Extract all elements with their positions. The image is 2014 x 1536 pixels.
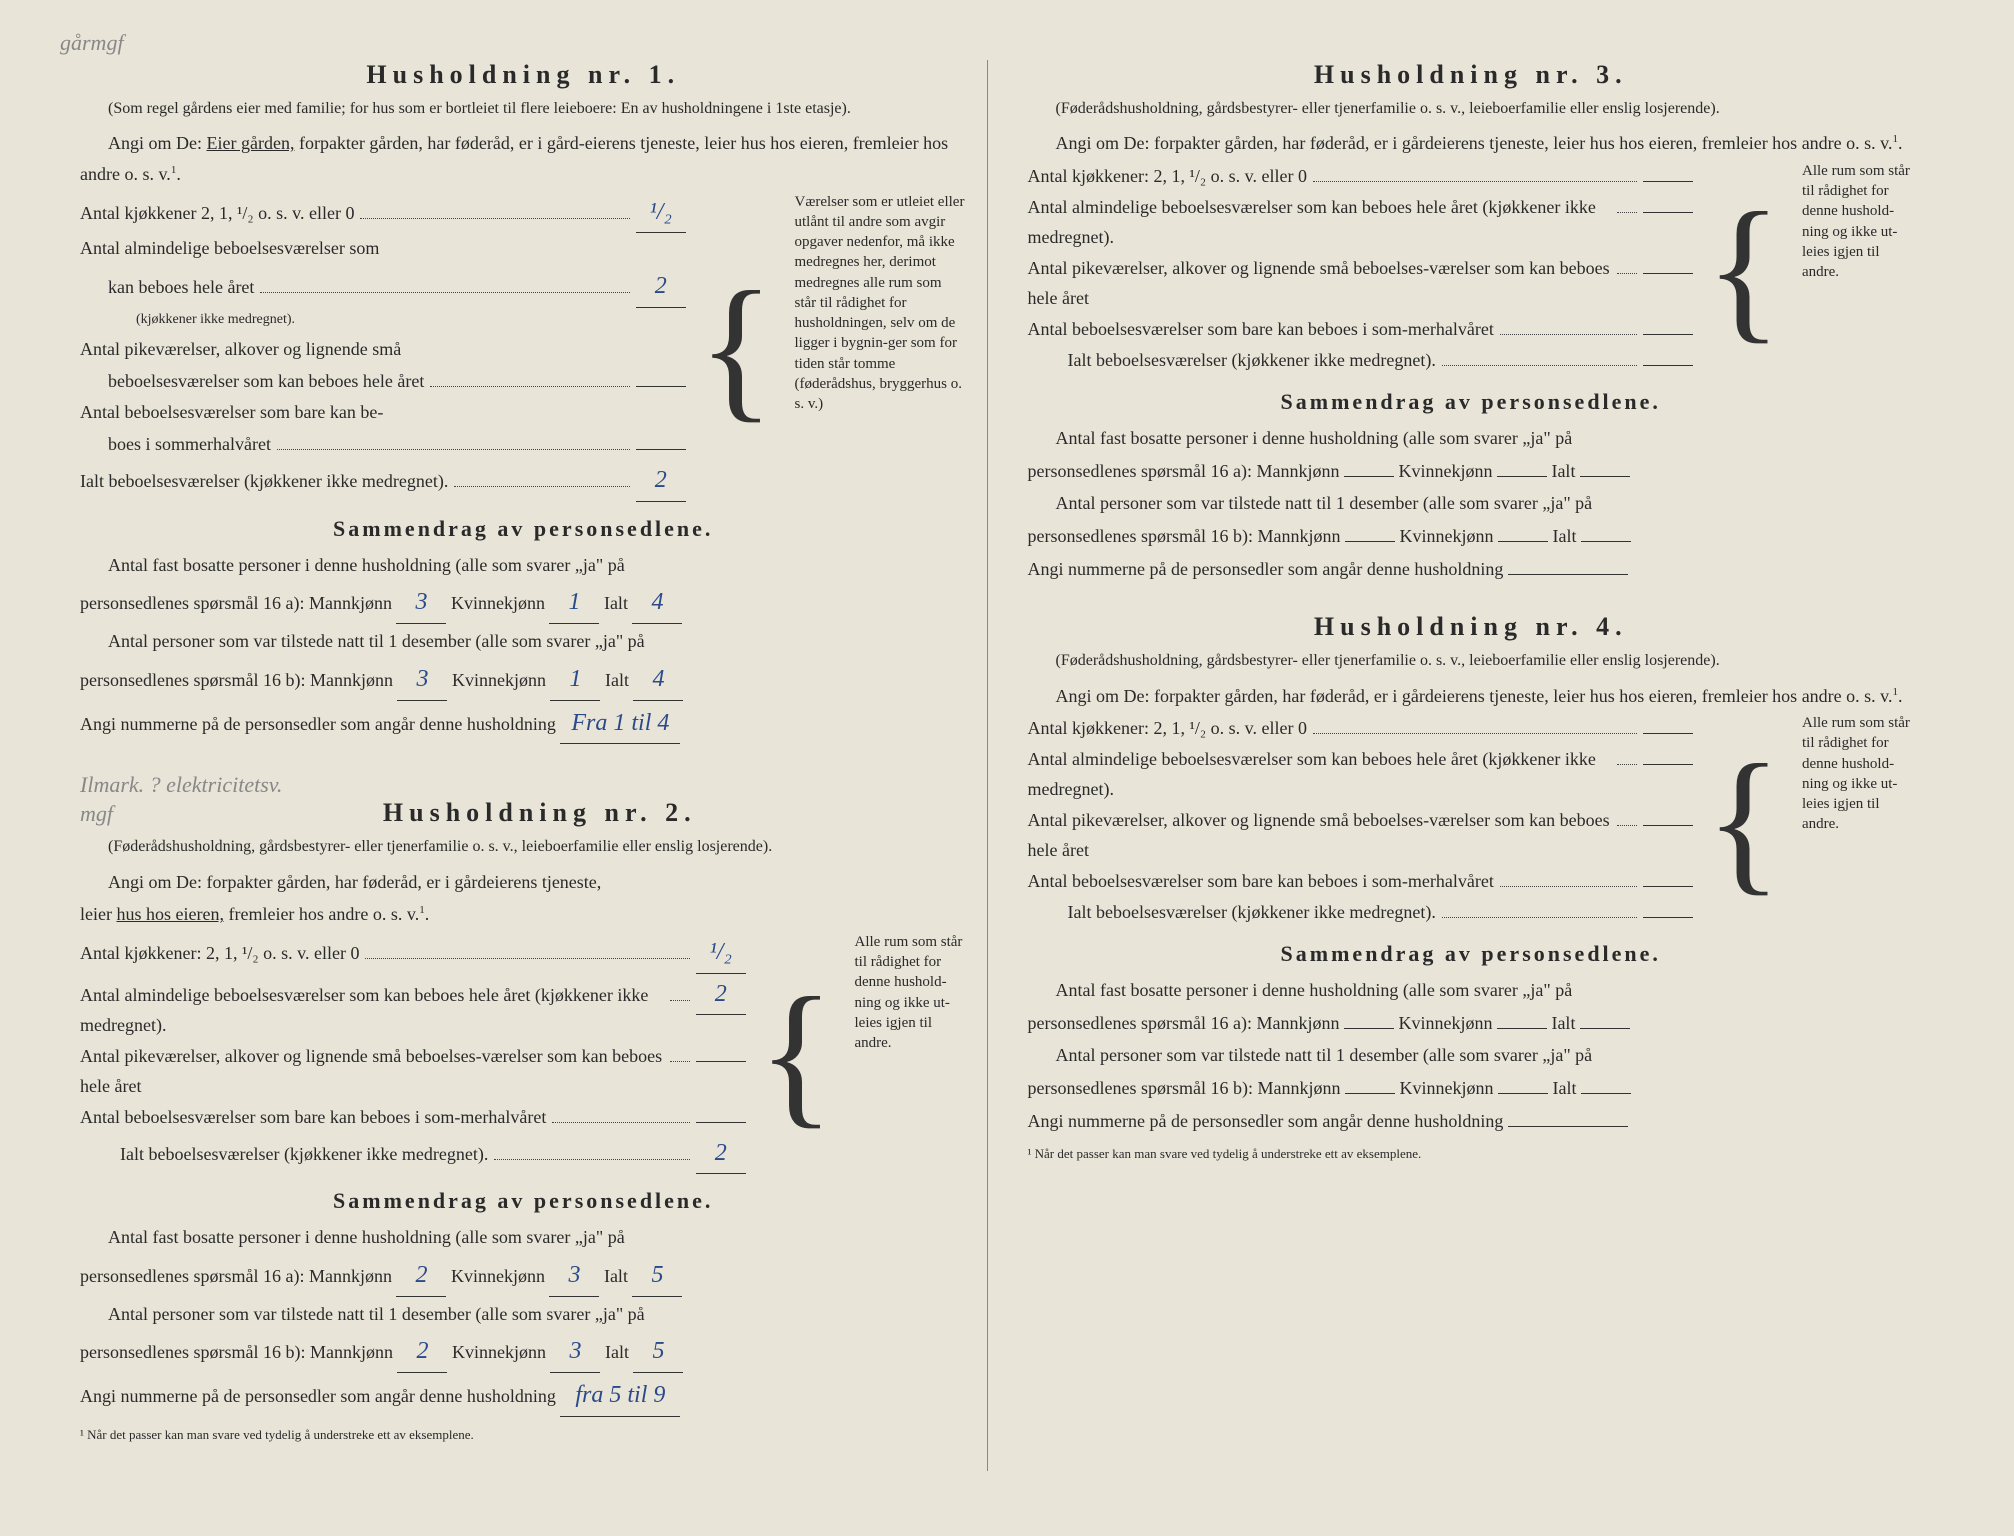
right-column: Husholdning nr. 3. (Føderådshusholdning,… (1028, 60, 1935, 1471)
h2-pike-val (696, 1061, 746, 1062)
household-1: Husholdning nr. 1. (Som regel gårdens ei… (80, 60, 967, 744)
h4-fast-line: Antal fast bosatte personer i denne hush… (1028, 975, 1915, 1006)
h4-nummer: Angi nummerne på de personsedler som ang… (1028, 1106, 1915, 1137)
h4-summary-title: Sammendrag av personsedlene. (1028, 941, 1915, 967)
household-3: Husholdning nr. 3. (Føderådshusholdning,… (1028, 60, 1915, 584)
h2-right-note: Alle rum som står til rådighet for denne… (847, 932, 967, 1054)
h3-til-line: Antal personer som var tilstede natt til… (1028, 488, 1915, 519)
h3-nummer: Angi nummerne på de personsedler som ang… (1028, 554, 1915, 585)
h4-pike-val (1643, 825, 1693, 826)
household-3-subtitle: (Føderådshusholdning, gårdsbestyrer- ell… (1028, 98, 1915, 120)
h2-til-vals: personsedlenes spørsmål 16 b): Mannkjønn… (80, 1331, 967, 1373)
household-4-title: Husholdning nr. 4. (1028, 612, 1915, 642)
h3-right-note: Alle rum som står til rådighet for denne… (1794, 161, 1914, 283)
household-3-rooms: Antal kjøkkener: 2, 1, ¹/₂ o. s. v. elle… (1028, 161, 1915, 375)
h2-summary-title: Sammendrag av personsedlene. (80, 1188, 967, 1214)
household-2-angi2: leier hus hos eieren, fremleier hos andr… (80, 899, 967, 930)
household-3-title: Husholdning nr. 3. (1028, 60, 1915, 90)
h2-nummer: Angi nummerne på de personsedler som ang… (80, 1375, 967, 1417)
h1-til-vals: personsedlenes spørsmål 16 b): Mannkjønn… (80, 659, 967, 701)
h2-til-line: Antal personer som var tilstede natt til… (80, 1299, 967, 1330)
household-2-subtitle: (Føderådshusholdning, gårdsbestyrer- ell… (80, 836, 967, 858)
household-2: mgf Husholdning nr. 2. (Føderådshusholdn… (80, 798, 967, 1443)
h4-fast-vals: personsedlenes spørsmål 16 a): Mannkjønn… (1028, 1008, 1915, 1039)
h1-fast-line: Antal fast bosatte personer i denne hush… (80, 550, 967, 581)
household-4-rooms: Antal kjøkkener: 2, 1, ¹/₂ o. s. v. elle… (1028, 713, 1915, 927)
brace-icon-3: { (1705, 244, 1782, 292)
h1-ialt-val: 2 (636, 460, 686, 502)
h2-sommer-val (696, 1122, 746, 1123)
h1-sommer-val (636, 449, 686, 450)
brace-icon-2: { (758, 1029, 835, 1077)
h3-fast-line: Antal fast bosatte personer i denne hush… (1028, 423, 1915, 454)
household-2-rooms: Antal kjøkkener: 2, 1, ¹/₂ o. s. v. elle… (80, 932, 967, 1175)
top-handwritten-note: gårmgf (60, 30, 124, 56)
h2-fast-vals: personsedlenes spørsmål 16 a): Mannkjønn… (80, 1255, 967, 1297)
h1-kjokken-val: ¹/₂ (636, 192, 686, 234)
h3-fast-vals: personsedlenes spørsmål 16 a): Mannkjønn… (1028, 456, 1915, 487)
household-1-rooms: Antal kjøkkener 2, 1, ¹/₂ o. s. v. eller… (80, 192, 967, 502)
household-3-angi: Angi om De: forpakter gården, har føderå… (1028, 128, 1915, 159)
h1-pike-val (636, 386, 686, 387)
household-1-angi: Angi om De: Eier gården, forpakter gårde… (80, 128, 967, 189)
h1-almind-val: 2 (636, 266, 686, 308)
household-2-angi: Angi om De: forpakter gården, har føderå… (80, 867, 967, 898)
h3-kjokken-val (1643, 181, 1693, 182)
h3-pike-val (1643, 273, 1693, 274)
h1-summary-title: Sammendrag av personsedlene. (80, 516, 967, 542)
h4-til-vals: personsedlenes spørsmål 16 b): Mannkjønn… (1028, 1073, 1915, 1104)
h1-right-note: Værelser som er utleiet eller utlånt til… (787, 192, 967, 415)
brace-icon: { (698, 323, 775, 371)
h2-ialt-val: 2 (696, 1133, 746, 1175)
h2-almind-val: 2 (696, 974, 746, 1016)
h2-fast-line: Antal fast bosatte personer i denne hush… (80, 1222, 967, 1253)
h4-sommer-val (1643, 886, 1693, 887)
left-column: Husholdning nr. 1. (Som regel gårdens ei… (80, 60, 988, 1471)
h1-til-line: Antal personer som var tilstede natt til… (80, 626, 967, 657)
h4-kjokken-val (1643, 733, 1693, 734)
household-4-subtitle: (Føderådshusholdning, gårdsbestyrer- ell… (1028, 650, 1915, 672)
h2-pre-note2: mgf (80, 801, 113, 827)
h4-til-line: Antal personer som var tilstede natt til… (1028, 1040, 1915, 1071)
household-1-title: Husholdning nr. 1. (80, 60, 967, 90)
h3-ialt-val (1643, 365, 1693, 366)
h3-til-vals: personsedlenes spørsmål 16 b): Mannkjønn… (1028, 521, 1915, 552)
h4-right-note: Alle rum som står til rådighet for denne… (1794, 713, 1914, 835)
h4-ialt-val (1643, 917, 1693, 918)
household-1-subtitle: (Som regel gårdens eier med familie; for… (80, 98, 967, 120)
page-container: Husholdning nr. 1. (Som regel gårdens ei… (20, 20, 1994, 1511)
h2-pre-note: Ilmark. ? elektricitetsv. (80, 772, 967, 798)
h3-almind-val (1643, 212, 1693, 213)
h1-fast-vals: personsedlenes spørsmål 16 a): Mannkjønn… (80, 582, 967, 624)
h3-summary-title: Sammendrag av personsedlene. (1028, 389, 1915, 415)
h1-nummer: Angi nummerne på de personsedler som ang… (80, 703, 967, 745)
household-4: Husholdning nr. 4. (Føderådshusholdning,… (1028, 612, 1915, 1162)
footnote-left: ¹ Når det passer kan man svare ved tydel… (80, 1427, 967, 1443)
household-4-angi: Angi om De: forpakter gården, har føderå… (1028, 681, 1915, 712)
h2-kjokken-val: ¹/₂ (696, 932, 746, 974)
footnote-right: ¹ Når det passer kan man svare ved tydel… (1028, 1146, 1915, 1162)
household-2-title: Husholdning nr. 2. (113, 798, 967, 828)
h3-sommer-val (1643, 334, 1693, 335)
brace-icon-4: { (1705, 796, 1782, 844)
h4-almind-val (1643, 764, 1693, 765)
